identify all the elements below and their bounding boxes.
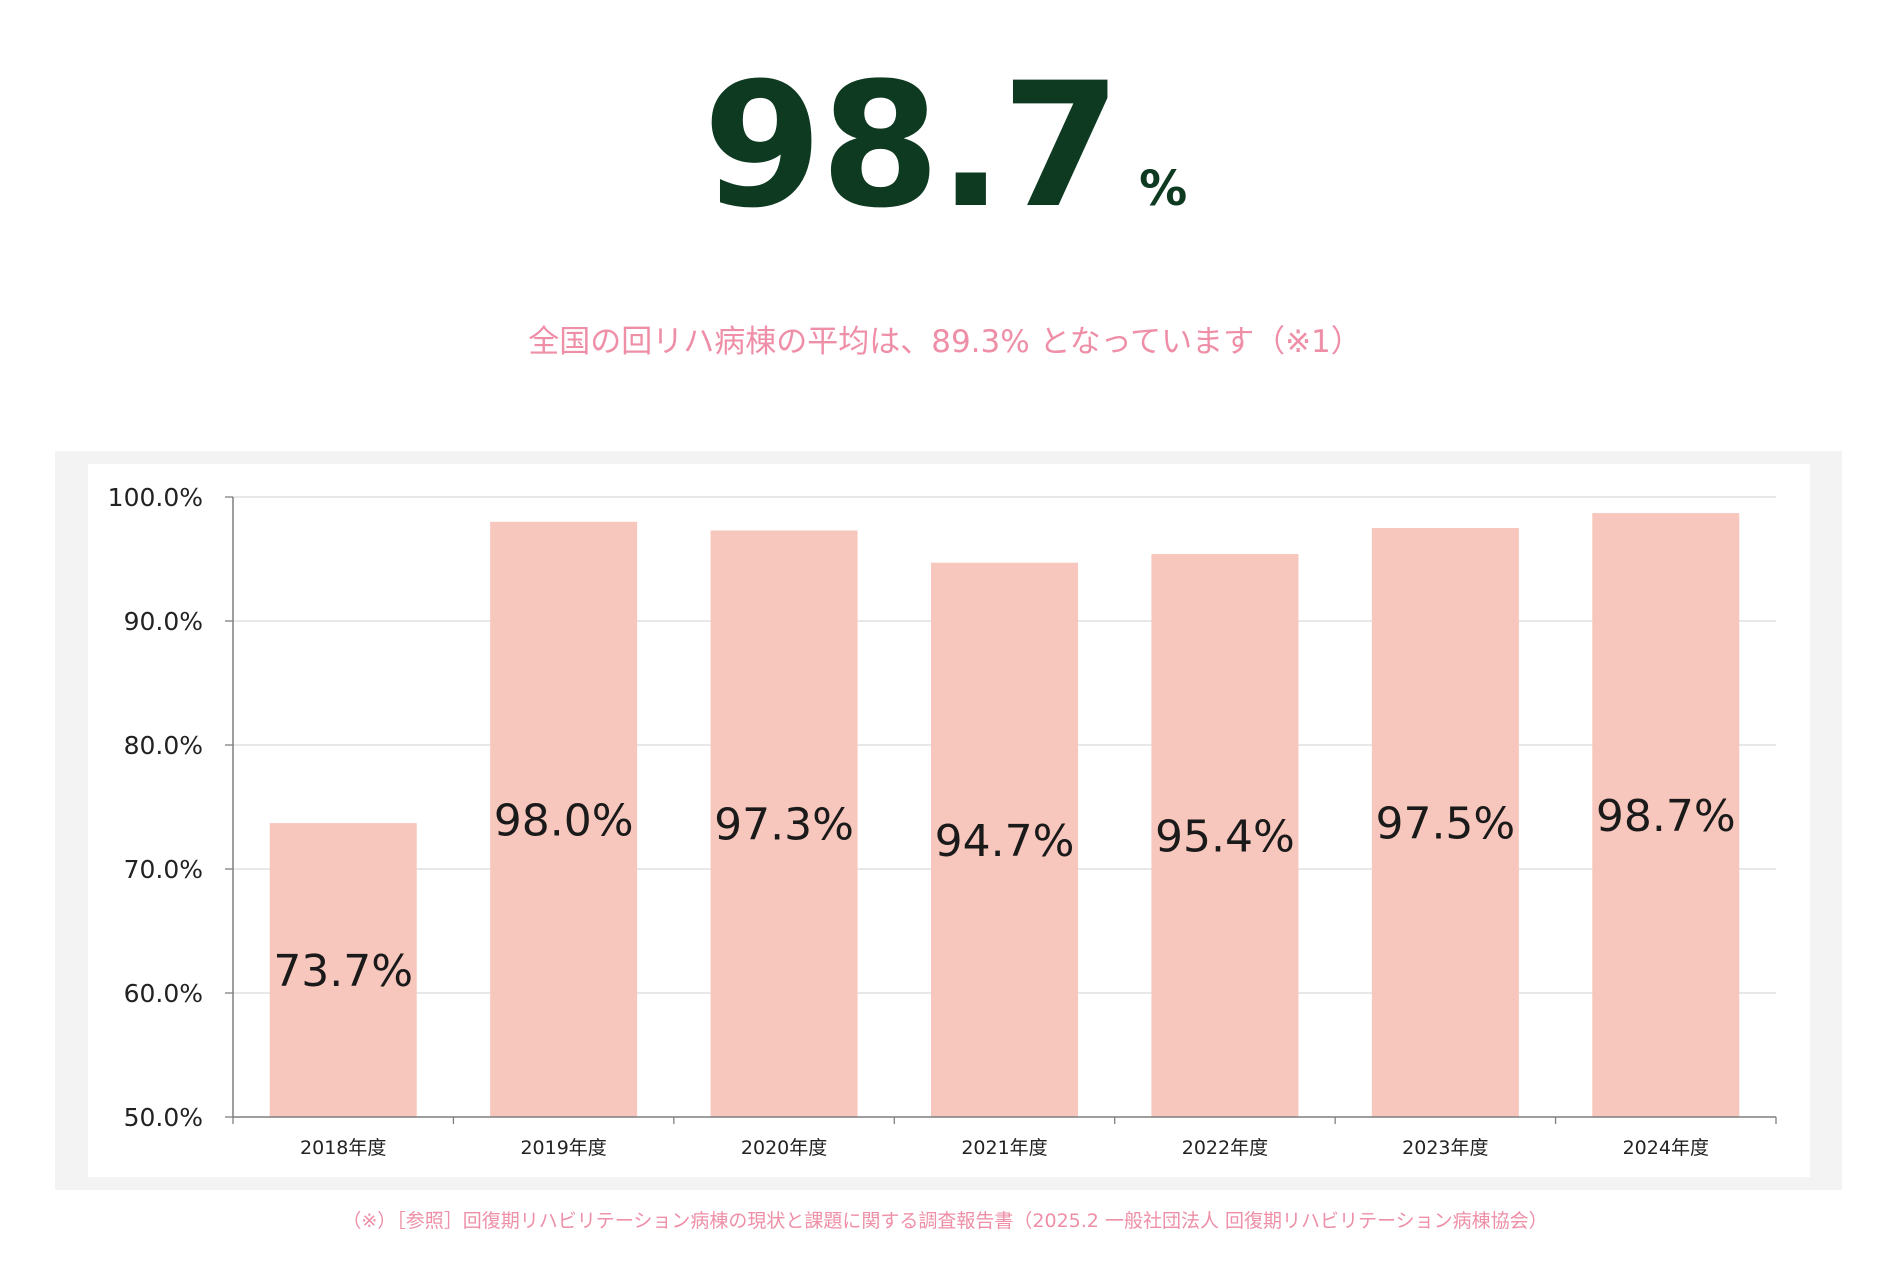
x-tick-label: 2022年度 xyxy=(1182,1137,1268,1159)
bar xyxy=(269,823,417,1117)
data-label: 98.7% xyxy=(1596,791,1736,842)
x-tick-label: 2021年度 xyxy=(961,1137,1047,1159)
headline: 98.7% xyxy=(0,60,1890,232)
x-tick-label: 2019年度 xyxy=(520,1137,606,1159)
subtitle-average-note: 全国の回リハ病棟の平均は、89.3% となっています（※1） xyxy=(528,324,1362,360)
chart-panel: 50.0% 60.0% 70.0% 80.0% 90.0% 100.0% 73.7% 2018… xyxy=(88,464,1810,1177)
bar xyxy=(931,562,1078,1117)
x-tick-label: 2024年度 xyxy=(1623,1137,1709,1159)
headline-value: 98.7 xyxy=(702,45,1121,246)
y-tick-label: 60.0% xyxy=(124,979,203,1008)
data-label: 95.4% xyxy=(1155,812,1295,863)
data-label: 73.7% xyxy=(273,946,413,997)
bar xyxy=(710,530,858,1117)
y-tick-label: 80.0% xyxy=(124,731,203,760)
bar xyxy=(1371,528,1519,1117)
bar xyxy=(490,521,638,1117)
y-tick-label: 90.0% xyxy=(124,607,203,636)
data-label: 97.3% xyxy=(714,800,854,851)
headline-unit: % xyxy=(1139,161,1188,217)
data-label: 94.7% xyxy=(935,816,1075,867)
y-tick-label: 100.0% xyxy=(108,483,203,512)
chart-frame: 50.0% 60.0% 70.0% 80.0% 90.0% 100.0% 73.7% 2018… xyxy=(55,451,1842,1190)
x-tick-label: 2023年度 xyxy=(1402,1137,1488,1159)
x-tick-label: 2018年度 xyxy=(300,1137,386,1159)
data-label: 97.5% xyxy=(1375,799,1515,850)
bar xyxy=(1151,554,1299,1117)
y-tick-label: 50.0% xyxy=(124,1103,203,1132)
footnote-reference: （※）［参照］回復期リハビリテーション病棟の現状と課題に関する調査報告書（202… xyxy=(342,1210,1548,1232)
data-label: 98.0% xyxy=(494,795,634,846)
y-tick-label: 70.0% xyxy=(124,855,203,884)
x-tick-label: 2020年度 xyxy=(741,1137,827,1159)
bar xyxy=(1592,513,1740,1117)
bar-chart: 50.0% 60.0% 70.0% 80.0% 90.0% 100.0% 73.7% 2018… xyxy=(108,483,1777,1159)
